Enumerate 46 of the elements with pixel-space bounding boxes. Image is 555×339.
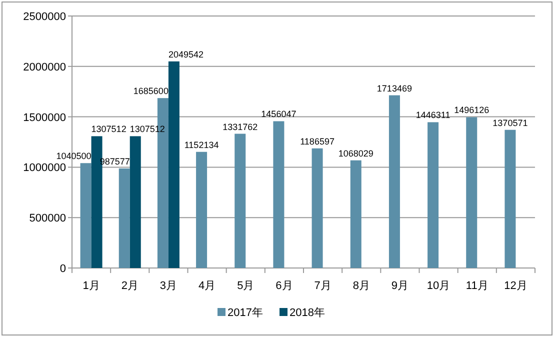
x-tick-label: 10月 <box>426 280 450 292</box>
data-label: 1068029 <box>338 148 374 158</box>
bar <box>312 148 323 268</box>
y-tick-label: 1000000 <box>23 162 66 174</box>
y-tick-label: 2000000 <box>23 61 66 74</box>
data-label: 1370571 <box>492 118 528 128</box>
x-tick-label: 11月 <box>466 280 488 292</box>
x-tick-label: 4月 <box>198 280 216 292</box>
data-label: 1446311 <box>416 110 450 120</box>
y-tick-label: 0 <box>60 263 66 275</box>
data-label: 1152134 <box>184 140 219 150</box>
y-tick-label: 2500000 <box>23 11 66 23</box>
data-label: 1713469 <box>376 83 412 94</box>
bar <box>504 130 516 268</box>
data-label: 1685600 <box>133 86 168 96</box>
y-tick-label: 1500000 <box>23 112 66 124</box>
x-tick-label: 5月 <box>237 280 254 292</box>
bar <box>273 121 284 268</box>
x-tick-label: 9月 <box>391 280 409 292</box>
data-label: 1331762 <box>222 122 258 132</box>
x-tick-label: 12月 <box>504 280 528 292</box>
bar <box>118 168 130 268</box>
x-tick-label: 1月 <box>82 280 100 292</box>
x-tick-label: 6月 <box>276 280 293 292</box>
data-label: 1307512 <box>91 124 126 134</box>
bar <box>466 117 478 268</box>
bar <box>388 95 400 268</box>
x-tick-label: 3月 <box>160 280 178 292</box>
x-tick-label: 2月 <box>121 280 138 292</box>
y-tick-label: 500000 <box>29 212 66 225</box>
bar <box>80 163 92 268</box>
data-label: 1040500 <box>56 151 92 162</box>
x-tick-label: 7月 <box>314 280 332 292</box>
legend-label: 2017年 <box>228 307 263 319</box>
bar <box>234 134 246 268</box>
bar <box>350 160 362 268</box>
data-label: 1456047 <box>261 109 296 120</box>
x-tick-label: 8月 <box>352 280 370 292</box>
data-label: 1186597 <box>300 136 334 146</box>
data-label: 1496126 <box>454 105 490 116</box>
bar <box>428 122 439 268</box>
bar <box>168 61 180 268</box>
legend-label: 2018年 <box>290 307 325 319</box>
bar <box>196 152 208 268</box>
data-label: 2049542 <box>168 49 204 60</box>
bar <box>130 136 141 268</box>
